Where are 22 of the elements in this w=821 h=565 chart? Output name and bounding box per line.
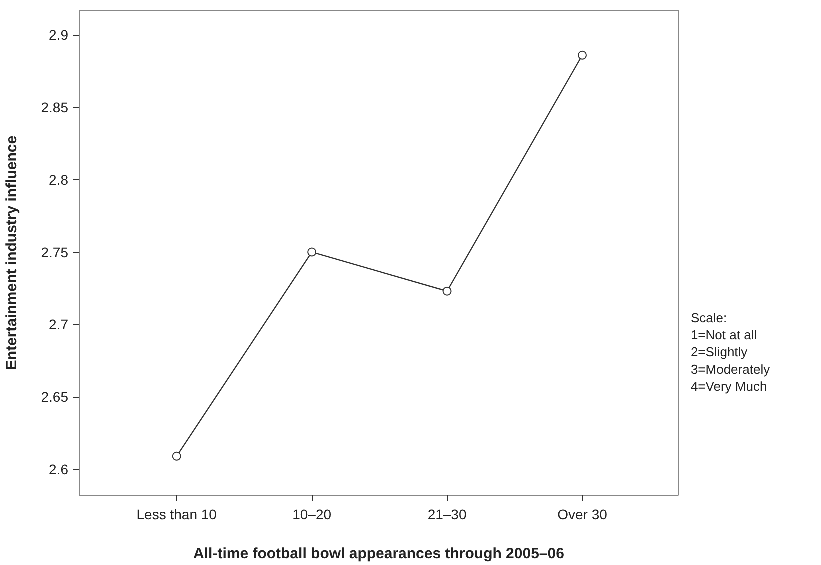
point bbox=[308, 248, 317, 257]
y-tick-label: 2.6 bbox=[49, 461, 69, 478]
x-tick-label: Less than 10 bbox=[136, 506, 218, 522]
point bbox=[578, 50, 587, 60]
text: 1=Not at all bbox=[690, 327, 758, 342]
text: Scale: bbox=[690, 310, 728, 326]
point bbox=[442, 286, 452, 296]
y-tick-label: 2.8 bbox=[49, 172, 69, 188]
text: 3=Moderately bbox=[690, 362, 771, 377]
x-tick-label: 10–20 bbox=[292, 506, 332, 522]
text: 4=Very Much bbox=[690, 378, 768, 394]
y-tick-label: 2.9 bbox=[49, 27, 69, 44]
x-tick-label: Over 30 bbox=[558, 506, 608, 522]
y-tick-label: 2.65 bbox=[41, 389, 69, 406]
y-axis-title: Entertainment industry influence bbox=[3, 136, 20, 370]
text: 2=Slightly bbox=[690, 344, 748, 360]
x-axis-title: All-time football bowl appearances through 2005–06 bbox=[194, 546, 564, 562]
y-tick-label: 2.85 bbox=[41, 100, 69, 116]
y-tick-label: 2.7 bbox=[49, 316, 69, 333]
y-tick-label: 2.75 bbox=[41, 244, 69, 260]
point bbox=[172, 452, 182, 461]
x-tick-label: 21–30 bbox=[428, 506, 467, 522]
